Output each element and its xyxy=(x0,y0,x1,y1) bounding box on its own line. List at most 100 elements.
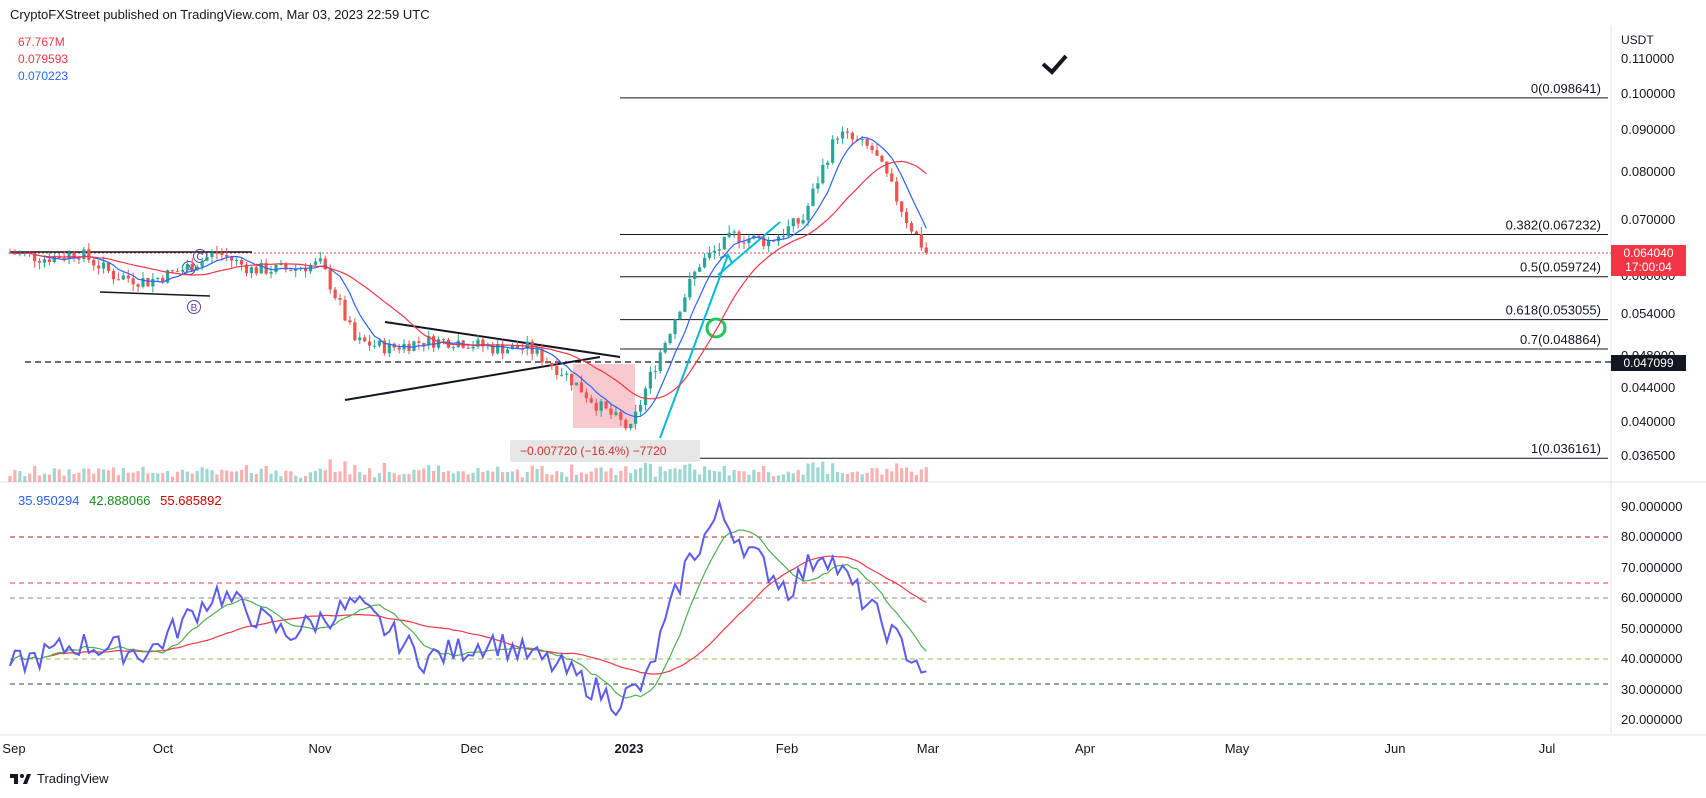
volume-bar xyxy=(914,474,919,482)
volume-bar xyxy=(13,470,17,482)
volume-bar xyxy=(205,468,209,482)
volume-bar xyxy=(525,471,529,482)
volume-bar xyxy=(540,466,544,482)
volume-bar xyxy=(840,473,845,482)
volume-bar xyxy=(515,469,519,482)
candle-body xyxy=(698,267,702,272)
volume-bar xyxy=(629,473,633,482)
candle-body xyxy=(501,344,505,354)
volume-bar xyxy=(870,468,874,482)
candle-body xyxy=(72,252,76,259)
candle-body xyxy=(412,341,416,351)
candle-body xyxy=(432,336,436,348)
candle-body xyxy=(422,342,426,346)
candle-body xyxy=(101,262,106,269)
volume-bar xyxy=(363,474,367,482)
volume-bar xyxy=(609,468,613,482)
volume-bar xyxy=(82,468,86,482)
volume-bar xyxy=(259,468,263,482)
candle-body xyxy=(200,260,204,267)
volume-bar xyxy=(451,473,455,482)
volume-bar xyxy=(230,471,234,482)
candle-body xyxy=(77,258,81,260)
volume-bar xyxy=(535,468,539,482)
candle-body xyxy=(712,250,717,253)
volume-bar xyxy=(456,471,460,482)
volume-bar xyxy=(333,471,337,482)
rsi-legend: 35.950294 42.888066 55.685892 xyxy=(18,493,228,508)
volume-bar xyxy=(254,474,258,482)
candle-body xyxy=(811,188,815,206)
candle-body xyxy=(106,262,111,272)
candle-body xyxy=(702,257,707,268)
candles xyxy=(8,126,928,431)
candle-body xyxy=(643,388,648,406)
volume-bar xyxy=(106,470,111,482)
volume-bar xyxy=(890,471,894,482)
candle-body xyxy=(673,319,677,335)
legend-ma-red: 0.079593 xyxy=(18,52,69,66)
fib-level-label: 0.5(0.059724) xyxy=(1520,260,1601,275)
volume-bar xyxy=(436,465,441,482)
wave-b-marker xyxy=(187,300,201,314)
candle-body xyxy=(451,347,455,349)
time-label: Nov xyxy=(308,741,332,756)
volume-bars xyxy=(8,459,928,482)
volume-bar xyxy=(57,469,61,482)
volume-bar xyxy=(481,472,485,482)
time-label: Sep xyxy=(2,741,25,756)
volume-bar xyxy=(885,468,889,482)
time-label: 2023 xyxy=(615,741,644,756)
volume-bar xyxy=(845,474,850,482)
candle-body xyxy=(904,211,909,224)
candle-body xyxy=(338,298,342,300)
volume-bar xyxy=(239,469,244,482)
candle-body xyxy=(816,183,820,189)
volume-bar xyxy=(491,471,495,482)
candle-body xyxy=(599,401,603,411)
volume-bar xyxy=(737,471,741,482)
fib-level-label: 0.382(0.067232) xyxy=(1506,218,1601,233)
price-label: 0.070000 xyxy=(1621,212,1675,227)
rsi-ma-green-value: 42.888066 xyxy=(89,493,151,508)
volume-bar xyxy=(116,475,120,482)
fib-level-label: 1(0.036161) xyxy=(1531,441,1601,456)
volume-bar xyxy=(77,472,81,482)
candle-body xyxy=(535,349,539,354)
volume-bar xyxy=(299,477,303,482)
candle-body xyxy=(919,234,923,248)
candle-body xyxy=(771,240,776,242)
candle-body xyxy=(850,132,854,140)
volume-bar xyxy=(589,471,593,482)
volume-bar xyxy=(28,473,32,482)
volume-bar xyxy=(348,474,352,482)
measure-zone xyxy=(573,364,635,428)
candle-body xyxy=(806,205,810,221)
volume-bar xyxy=(707,469,712,482)
candle-body xyxy=(205,257,209,261)
current-price-tag: 0.064040 17:00:04 xyxy=(1611,245,1686,276)
candle-body xyxy=(860,139,864,141)
candle-body xyxy=(397,347,401,350)
volume-bar xyxy=(584,473,588,482)
volume-bar xyxy=(919,469,923,482)
price-label: 0.036500 xyxy=(1621,448,1675,463)
candle-body xyxy=(658,352,662,371)
candle-body xyxy=(707,252,712,258)
rsi-axis-label: 70.000000 xyxy=(1621,560,1682,575)
rsi-axis-label: 20.000000 xyxy=(1621,712,1682,727)
volume-bar xyxy=(92,473,96,482)
candle-body xyxy=(353,322,357,341)
candle-body xyxy=(619,412,623,420)
volume-bar xyxy=(688,463,692,482)
volume-bar xyxy=(289,471,293,482)
volume-bar xyxy=(328,459,332,482)
candle-body xyxy=(737,231,741,243)
volume-bar xyxy=(505,472,510,482)
candle-body xyxy=(166,270,170,283)
volume-bar xyxy=(900,468,904,482)
volume-bar xyxy=(141,466,145,482)
rsi-axis-label: 60.000000 xyxy=(1621,590,1682,605)
rsi-axis-label: 90.000000 xyxy=(1621,499,1682,514)
